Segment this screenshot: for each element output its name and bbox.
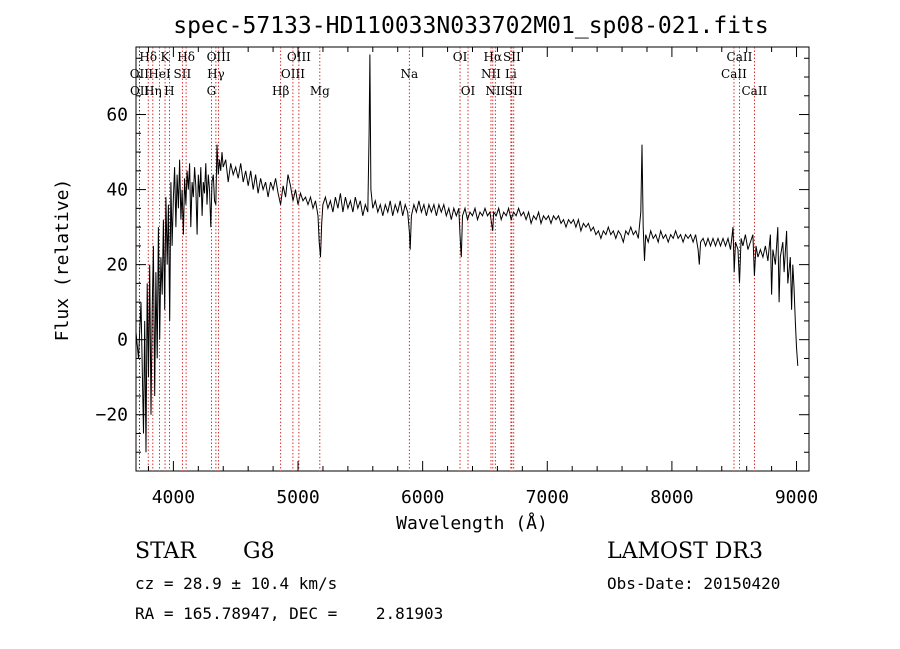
x-tick-label-2: 6000 (401, 487, 444, 508)
x-axis-ticks: 4000 5000 6000 7000 8000 9000 (147, 47, 818, 508)
line-marker-label-13: OIII (281, 67, 305, 81)
line-marker-label-23: Mg (310, 84, 330, 98)
y-tick-label-1: 0 (117, 330, 128, 351)
line-marker-label-2: Hδ (177, 50, 195, 64)
coordinates-readout: RA = 165.78947, DEC = 2.81903 (135, 604, 444, 623)
line-marker-label-24: OI (461, 84, 476, 98)
line-marker-label-15: NII (481, 67, 501, 81)
line-marker-label-27: CaII (741, 84, 767, 98)
spectrum-series-line (135, 54, 799, 453)
x-axis-label: Wavelength (Å) (396, 512, 548, 534)
line-marker-label-1: K (161, 50, 171, 64)
line-marker-label-8: CaII (727, 50, 753, 64)
line-marker-label-7: SII (503, 50, 521, 64)
x-tick-label-5: 9000 (775, 487, 818, 508)
x-tick-label-0: 4000 (152, 487, 195, 508)
line-marker-label-6: Hα (484, 50, 503, 64)
line-marker-label-16: Li (505, 67, 517, 81)
line-marker-label-5: OI (453, 50, 468, 64)
x-tick-label-3: 7000 (526, 487, 569, 508)
obs-date: Obs-Date: 20150420 (607, 574, 781, 593)
line-marker-label-3: OIII (207, 50, 231, 64)
x-tick-label-1: 5000 (276, 487, 319, 508)
chart-title: spec-57133-HD110033N033702M01_sp08-021.f… (173, 13, 768, 39)
line-marker-label-14: Na (400, 67, 418, 81)
object-subclass: G8 (243, 539, 275, 564)
y-tick-label-4: 60 (106, 105, 128, 126)
line-marker-label-26: SII (505, 84, 523, 98)
line-marker-label-21: G (207, 84, 217, 98)
object-class: STAR (135, 539, 196, 564)
line-marker-label-17: CaII (721, 67, 747, 81)
line-marker-label-22: Hβ (272, 84, 289, 98)
line-marker-label-11: SII (174, 67, 192, 81)
survey-name: LAMOST DR3 (607, 539, 763, 564)
line-markers (138, 47, 755, 471)
line-marker-label-12: Hγ (207, 67, 225, 81)
line-marker-label-9: OII (130, 67, 150, 81)
redshift-readout: cz = 28.9 ± 10.4 km/s (135, 574, 338, 593)
line-marker-label-25: NII (485, 84, 505, 98)
line-marker-label-0: Hδ (139, 50, 157, 64)
line-marker-label-18: OII (130, 84, 150, 98)
y-tick-label-2: 20 (106, 255, 128, 276)
plot-frame (135, 46, 810, 472)
x-tick-label-4: 8000 (650, 487, 693, 508)
y-tick-label-0: −20 (95, 405, 128, 426)
y-axis-ticks: −20 0 20 40 60 (95, 57, 809, 453)
line-marker-label-20: H (164, 84, 174, 98)
y-axis-label: Flux (relative) (52, 179, 73, 342)
line-marker-label-19: Hη (144, 84, 162, 98)
y-tick-label-3: 40 (106, 180, 128, 201)
line-marker-label-10: HeI (148, 67, 171, 81)
line-marker-label-4: OIII (287, 50, 311, 64)
